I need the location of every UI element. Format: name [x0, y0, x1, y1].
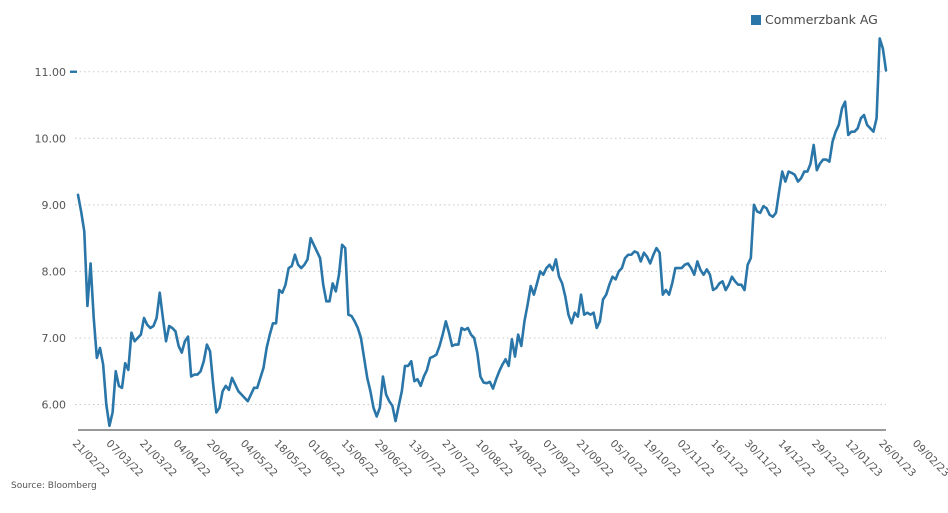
y-tick-label: 10.00	[35, 132, 67, 145]
legend-swatch	[751, 14, 761, 25]
source-note: Source: Bloomberg	[11, 481, 97, 491]
legend-label: Commerzbank AG	[765, 12, 878, 27]
y-axis-highlight-marker	[70, 70, 77, 73]
legend: Commerzbank AG	[751, 12, 878, 27]
x-axis-tick-labels: 21/02/2207/03/2221/03/2204/04/2220/04/22…	[70, 438, 948, 480]
y-axis-tick-labels: 6.00 7.00 8.00 9.00 10.00 11.00	[35, 66, 67, 412]
y-tick-label: 6.00	[42, 399, 67, 412]
series-line-commerzbank	[76, 37, 888, 428]
y-tick-label: 9.00	[42, 199, 67, 212]
y-tick-label: 11.00	[35, 66, 67, 79]
y-tick-label: 7.00	[42, 332, 67, 345]
gridlines	[75, 71, 886, 405]
y-tick-label: 8.00	[42, 265, 67, 278]
